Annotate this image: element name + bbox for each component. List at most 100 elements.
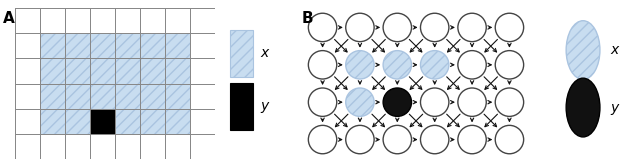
Bar	[40, 109, 65, 134]
Bar	[190, 109, 216, 134]
Bar	[115, 33, 140, 58]
Bar	[40, 8, 65, 33]
Bar	[65, 33, 90, 58]
Bar	[190, 33, 216, 58]
Bar	[115, 84, 140, 109]
Bar	[115, 8, 140, 33]
Circle shape	[346, 13, 374, 42]
Circle shape	[383, 88, 412, 116]
Bar	[15, 8, 40, 33]
Circle shape	[420, 88, 449, 116]
Bar	[115, 33, 140, 58]
Circle shape	[458, 51, 486, 79]
Bar	[15, 58, 40, 84]
Bar	[115, 84, 140, 109]
Bar	[90, 134, 115, 159]
Bar	[65, 33, 90, 58]
Circle shape	[420, 51, 449, 79]
Bar	[90, 58, 115, 84]
Text: y: y	[610, 101, 618, 115]
Bar	[165, 84, 190, 109]
Bar	[65, 58, 90, 84]
Bar	[165, 109, 190, 134]
Bar	[230, 30, 253, 77]
Bar	[90, 109, 115, 134]
Bar	[40, 109, 65, 134]
Bar	[15, 33, 40, 58]
Bar	[65, 109, 90, 134]
Circle shape	[458, 125, 486, 154]
Bar	[165, 8, 190, 33]
Bar	[65, 8, 90, 33]
Bar	[65, 33, 90, 58]
Bar	[165, 109, 190, 134]
Bar	[40, 134, 65, 159]
Bar	[190, 58, 216, 84]
Circle shape	[308, 88, 337, 116]
Bar	[90, 84, 115, 109]
Bar	[140, 109, 165, 134]
Bar	[15, 109, 40, 134]
Bar	[90, 84, 115, 109]
Bar	[15, 58, 40, 84]
Bar	[165, 33, 190, 58]
Bar	[90, 33, 115, 58]
Bar	[165, 134, 190, 159]
Bar	[140, 58, 165, 84]
Bar	[140, 58, 165, 84]
Bar	[115, 58, 140, 84]
Bar	[140, 109, 165, 134]
Bar	[15, 84, 40, 109]
Bar	[90, 8, 115, 33]
Circle shape	[383, 125, 412, 154]
Bar	[230, 84, 253, 130]
Bar	[90, 109, 115, 134]
Bar	[165, 33, 190, 58]
Bar	[115, 8, 140, 33]
Bar	[40, 58, 65, 84]
Bar	[90, 33, 115, 58]
Bar	[90, 8, 115, 33]
Bar	[40, 84, 65, 109]
Circle shape	[383, 13, 412, 42]
Bar	[40, 33, 65, 58]
Bar	[165, 58, 190, 84]
Bar	[65, 84, 90, 109]
Text: x: x	[610, 43, 618, 57]
Circle shape	[308, 51, 337, 79]
Bar	[140, 84, 165, 109]
Bar	[40, 134, 65, 159]
Text: x: x	[260, 46, 269, 60]
Circle shape	[495, 125, 524, 154]
Bar	[90, 58, 115, 84]
Bar	[140, 8, 165, 33]
Bar	[90, 109, 115, 134]
Bar	[190, 58, 216, 84]
Bar	[165, 58, 190, 84]
Bar	[165, 58, 190, 84]
Bar	[15, 84, 40, 109]
Bar	[15, 109, 40, 134]
Text: A: A	[3, 11, 14, 26]
Bar	[165, 84, 190, 109]
Bar	[65, 84, 90, 109]
Bar	[140, 33, 165, 58]
Bar	[40, 58, 65, 84]
Bar	[90, 84, 115, 109]
Bar	[115, 134, 140, 159]
Bar	[65, 84, 90, 109]
Bar	[65, 58, 90, 84]
Circle shape	[420, 13, 449, 42]
Bar	[165, 84, 190, 109]
Circle shape	[495, 88, 524, 116]
Bar	[90, 33, 115, 58]
Bar	[140, 58, 165, 84]
Bar	[115, 58, 140, 84]
Circle shape	[566, 21, 600, 79]
Bar	[90, 134, 115, 159]
Bar	[115, 109, 140, 134]
Bar	[40, 84, 65, 109]
Bar	[115, 134, 140, 159]
Bar	[190, 33, 216, 58]
Bar	[140, 33, 165, 58]
